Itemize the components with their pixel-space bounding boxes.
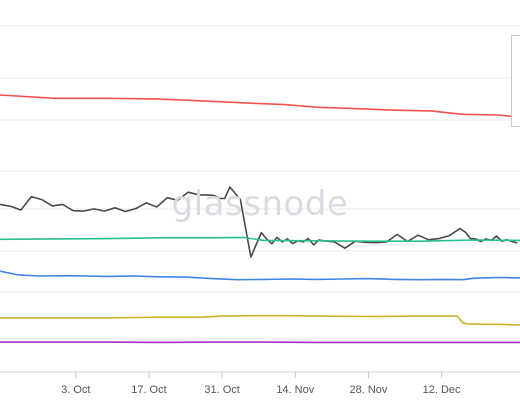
series-line-0 [0,94,520,118]
x-tick-label-2: 31. Oct [204,384,239,396]
series-line-1 [0,186,518,258]
x-tick-label-5: 12. Dec [423,384,461,396]
series-line-4 [0,314,520,326]
series-line-2 [0,236,520,242]
series-line-3 [0,270,520,281]
x-tick-label-4: 28. Nov [349,384,387,396]
x-tick-label-0: 3. Oct [61,384,90,396]
x-tick-label-1: 17. Oct [131,384,166,396]
x-tick-label-3: 14. Nov [276,384,314,396]
legend-box [511,35,520,127]
